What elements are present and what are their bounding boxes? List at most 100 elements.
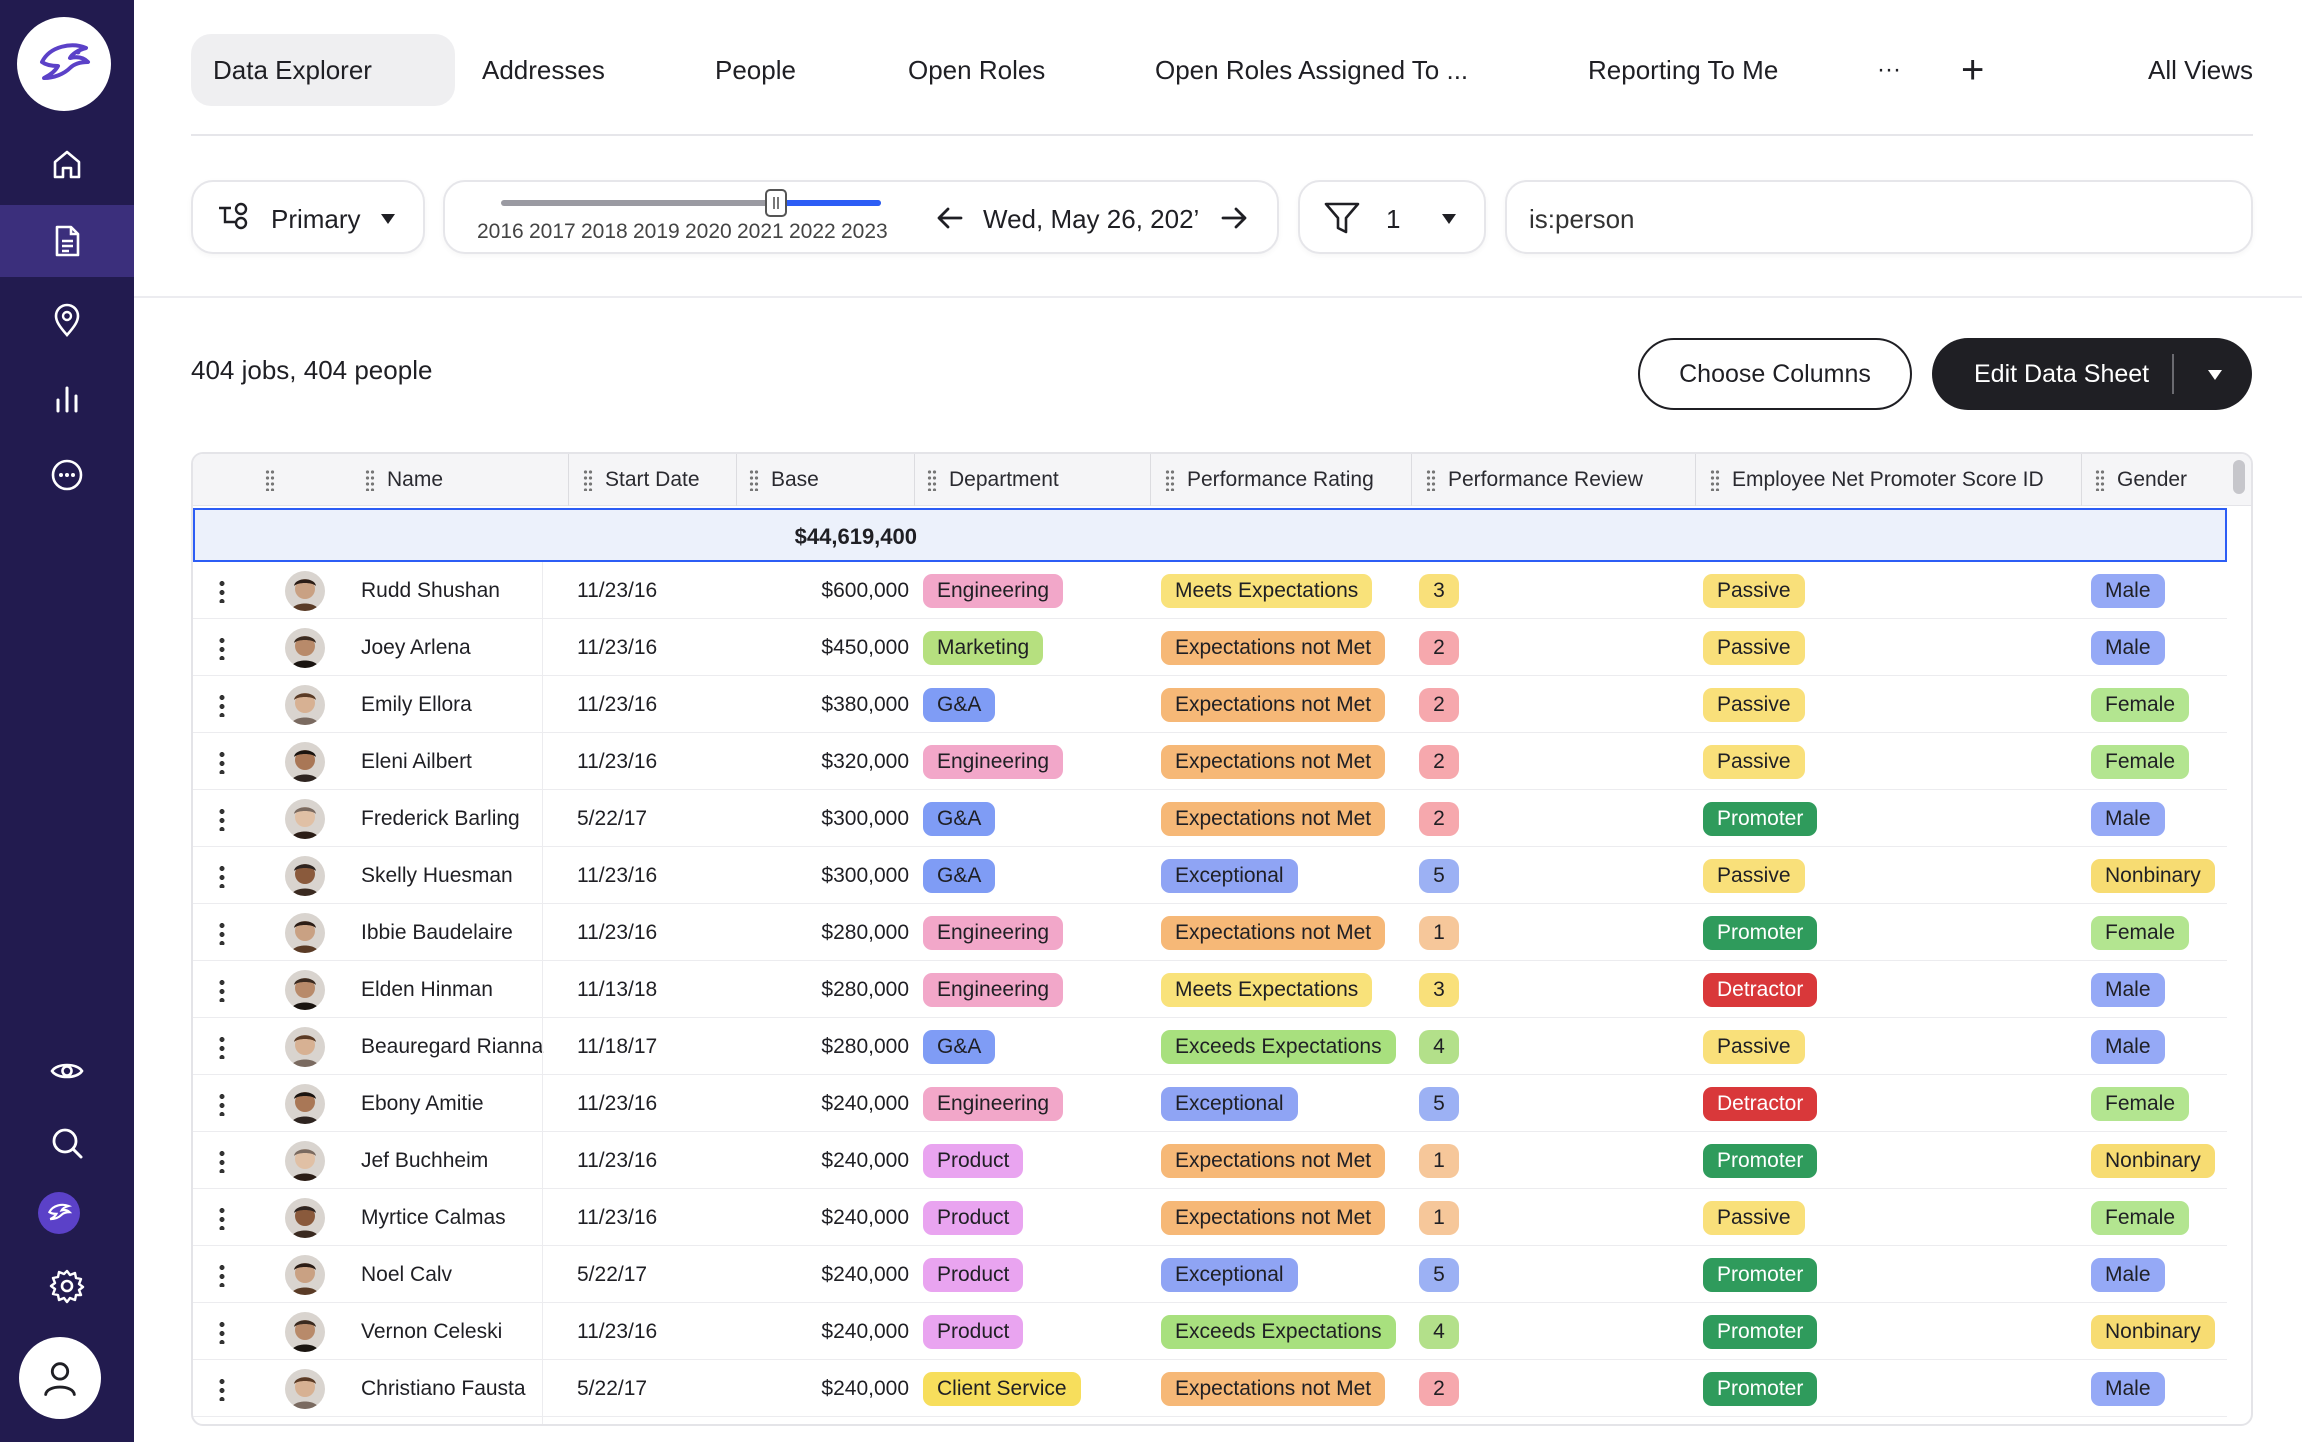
employee-name[interactable]: Christiano Fausta — [361, 1376, 526, 1400]
employee-name[interactable]: Skelly Huesman — [361, 863, 513, 887]
employee-name[interactable]: Frederick Barling — [361, 806, 520, 830]
row-menu-button[interactable] — [219, 1303, 225, 1360]
enps-badge: Passive — [1703, 744, 1805, 779]
tab-people[interactable]: People — [715, 34, 796, 106]
nav-home[interactable] — [0, 128, 134, 200]
column-divider[interactable] — [736, 454, 737, 506]
department-badge: Engineering — [923, 972, 1064, 1007]
arrow-left-icon[interactable] — [935, 204, 965, 232]
user-icon[interactable] — [19, 1337, 101, 1419]
timeline-slider-track[interactable] — [501, 200, 881, 206]
row-menu-button[interactable] — [219, 961, 225, 1018]
filter-button[interactable]: 1 — [1298, 180, 1486, 254]
row-menu-button[interactable] — [219, 790, 225, 847]
tab-open-roles-assigned[interactable]: Open Roles Assigned To ... — [1155, 34, 1468, 106]
row-menu-button[interactable] — [219, 1132, 225, 1189]
column-divider[interactable] — [2081, 454, 2082, 506]
row-menu-button[interactable] — [219, 676, 225, 733]
nav-more[interactable] — [0, 439, 134, 511]
employee-name[interactable]: Beauregard Rianna — [361, 1034, 544, 1058]
table-row[interactable]: Frederick Barling 5/22/17 $300,000 G&A Expec… — [193, 790, 2227, 847]
column-header-enps[interactable]: Employee Net Promoter Score ID — [1710, 454, 2044, 506]
employee-name[interactable]: Jef Buchheim — [361, 1148, 489, 1172]
choose-columns-button[interactable]: Choose Columns — [1638, 338, 1912, 410]
start-date: 5/22/17 — [577, 1262, 648, 1286]
row-menu-button[interactable] — [219, 1189, 225, 1246]
table-row[interactable]: Elden Hinman 11/13/18 $280,000 Engineering M… — [193, 961, 2227, 1018]
nav-search[interactable] — [0, 1107, 134, 1179]
nav-visibility[interactable] — [0, 1035, 134, 1107]
table-row[interactable]: Myrtice Calmas 11/23/16 $240,000 Product Exp… — [193, 1189, 2227, 1246]
chevron-down-icon[interactable] — [2208, 370, 2222, 380]
table-row[interactable]: Christiano Fausta 5/22/17 $240,000 Client S… — [193, 1360, 2227, 1417]
employee-name[interactable]: Ebony Amitie — [361, 1091, 484, 1115]
tab-data-explorer[interactable]: Data Explorer — [191, 34, 455, 106]
edit-data-sheet-button[interactable]: Edit Data Sheet — [1932, 338, 2252, 410]
tab-open-roles[interactable]: Open Roles — [908, 34, 1045, 106]
table-row[interactable]: Jef Buchheim 11/23/16 $240,000 Product Expec… — [193, 1132, 2227, 1189]
table-row[interactable]: Skelly Huesman 11/23/16 $300,000 G&A Excepti… — [193, 847, 2227, 904]
vertical-dots-icon — [219, 635, 225, 660]
column-header-base[interactable]: Base — [749, 454, 819, 506]
column-divider[interactable] — [1150, 454, 1151, 506]
table-row[interactable]: Ebony Amitie 11/23/16 $240,000 Engineering E… — [193, 1075, 2227, 1132]
table-row[interactable]: Ibbie Baudelaire 11/23/16 $280,000 Engineer… — [193, 904, 2227, 961]
employee-name[interactable]: Emily Ellora — [361, 692, 472, 716]
row-menu-button[interactable] — [219, 1075, 225, 1132]
brand-mini-icon[interactable] — [38, 1192, 80, 1234]
employee-name[interactable]: Vernon Celeski — [361, 1319, 503, 1343]
employee-name[interactable]: Ibbie Baudelaire — [361, 920, 513, 944]
table-scrollbar[interactable] — [2233, 460, 2245, 494]
hierarchy-select[interactable]: Primary — [191, 180, 425, 254]
gender-cell: Male — [2091, 562, 2165, 619]
query-input[interactable]: is:person — [1505, 180, 2253, 254]
date-label[interactable]: Wed, May 26, 202’ — [983, 204, 1200, 234]
employee-name[interactable]: Noel Calv — [361, 1262, 453, 1286]
table-row[interactable]: Emily Ellora 11/23/16 $380,000 G&A Expectati… — [193, 676, 2227, 733]
table-row[interactable]: Beauregard Rianna 11/18/17 $280,000 G&A Exce… — [193, 1018, 2227, 1075]
column-header-start-date[interactable]: Start Date — [583, 454, 700, 506]
row-menu-button[interactable] — [219, 619, 225, 676]
column-divider[interactable] — [914, 454, 915, 506]
column-header-performance-rating[interactable]: Performance Rating — [1165, 454, 1374, 506]
row-menu-button[interactable] — [219, 562, 225, 619]
row-menu-button[interactable] — [219, 904, 225, 961]
employee-name[interactable]: Joey Arlena — [361, 635, 471, 659]
column-divider[interactable] — [1695, 454, 1696, 506]
employee-name[interactable]: Eleni Ailbert — [361, 749, 472, 773]
table-row[interactable]: Eleni Ailbert 11/23/16 $320,000 Engineering… — [193, 733, 2227, 790]
table-row[interactable]: Noel Calv 5/22/17 $240,000 Product Exception… — [193, 1246, 2227, 1303]
nav-documents[interactable] — [0, 205, 134, 277]
eagle-logo-icon[interactable] — [17, 17, 111, 111]
row-menu-button[interactable] — [219, 1360, 225, 1417]
employee-name[interactable]: Elden Hinman — [361, 977, 493, 1001]
department-cell: Engineering — [923, 961, 1064, 1018]
table-row[interactable]: Vernon Celeski 11/23/16 $240,000 Product Exc… — [193, 1303, 2227, 1360]
column-header-gender[interactable]: Gender — [2095, 454, 2187, 506]
employee-name[interactable]: Myrtice Calmas — [361, 1205, 506, 1229]
row-drag-handle-header[interactable] — [265, 454, 287, 506]
row-menu-button[interactable] — [219, 847, 225, 904]
nav-locations[interactable] — [0, 284, 134, 356]
column-header-name[interactable]: Name — [365, 454, 443, 506]
table-row[interactable]: Joey Arlena 11/23/16 $450,000 Marketing Expe… — [193, 619, 2227, 676]
tabs-more-button[interactable]: ··· — [1877, 34, 1901, 106]
table-row[interactable]: Rudd Shushan 11/23/16 $600,000 Engineering M… — [193, 562, 2227, 619]
add-view-button[interactable]: + — [1961, 34, 1984, 106]
all-views-link[interactable]: All Views — [2148, 34, 2253, 106]
nav-reports[interactable] — [0, 362, 134, 434]
column-divider[interactable] — [1411, 454, 1412, 506]
employee-name[interactable]: Rudd Shushan — [361, 578, 500, 602]
tab-reporting-to-me[interactable]: Reporting To Me — [1588, 34, 1778, 106]
arrow-right-icon[interactable] — [1219, 204, 1249, 232]
column-divider[interactable] — [568, 454, 569, 506]
nav-settings[interactable] — [0, 1250, 134, 1322]
row-menu-button[interactable] — [219, 1246, 225, 1303]
base-salary: $600,000 — [821, 578, 909, 602]
row-menu-button[interactable] — [219, 733, 225, 790]
column-header-department[interactable]: Department — [927, 454, 1059, 506]
tab-addresses[interactable]: Addresses — [482, 34, 605, 106]
timeline-slider-handle[interactable] — [765, 189, 787, 217]
row-menu-button[interactable] — [219, 1018, 225, 1075]
column-header-performance-review[interactable]: Performance Review — [1426, 454, 1643, 506]
